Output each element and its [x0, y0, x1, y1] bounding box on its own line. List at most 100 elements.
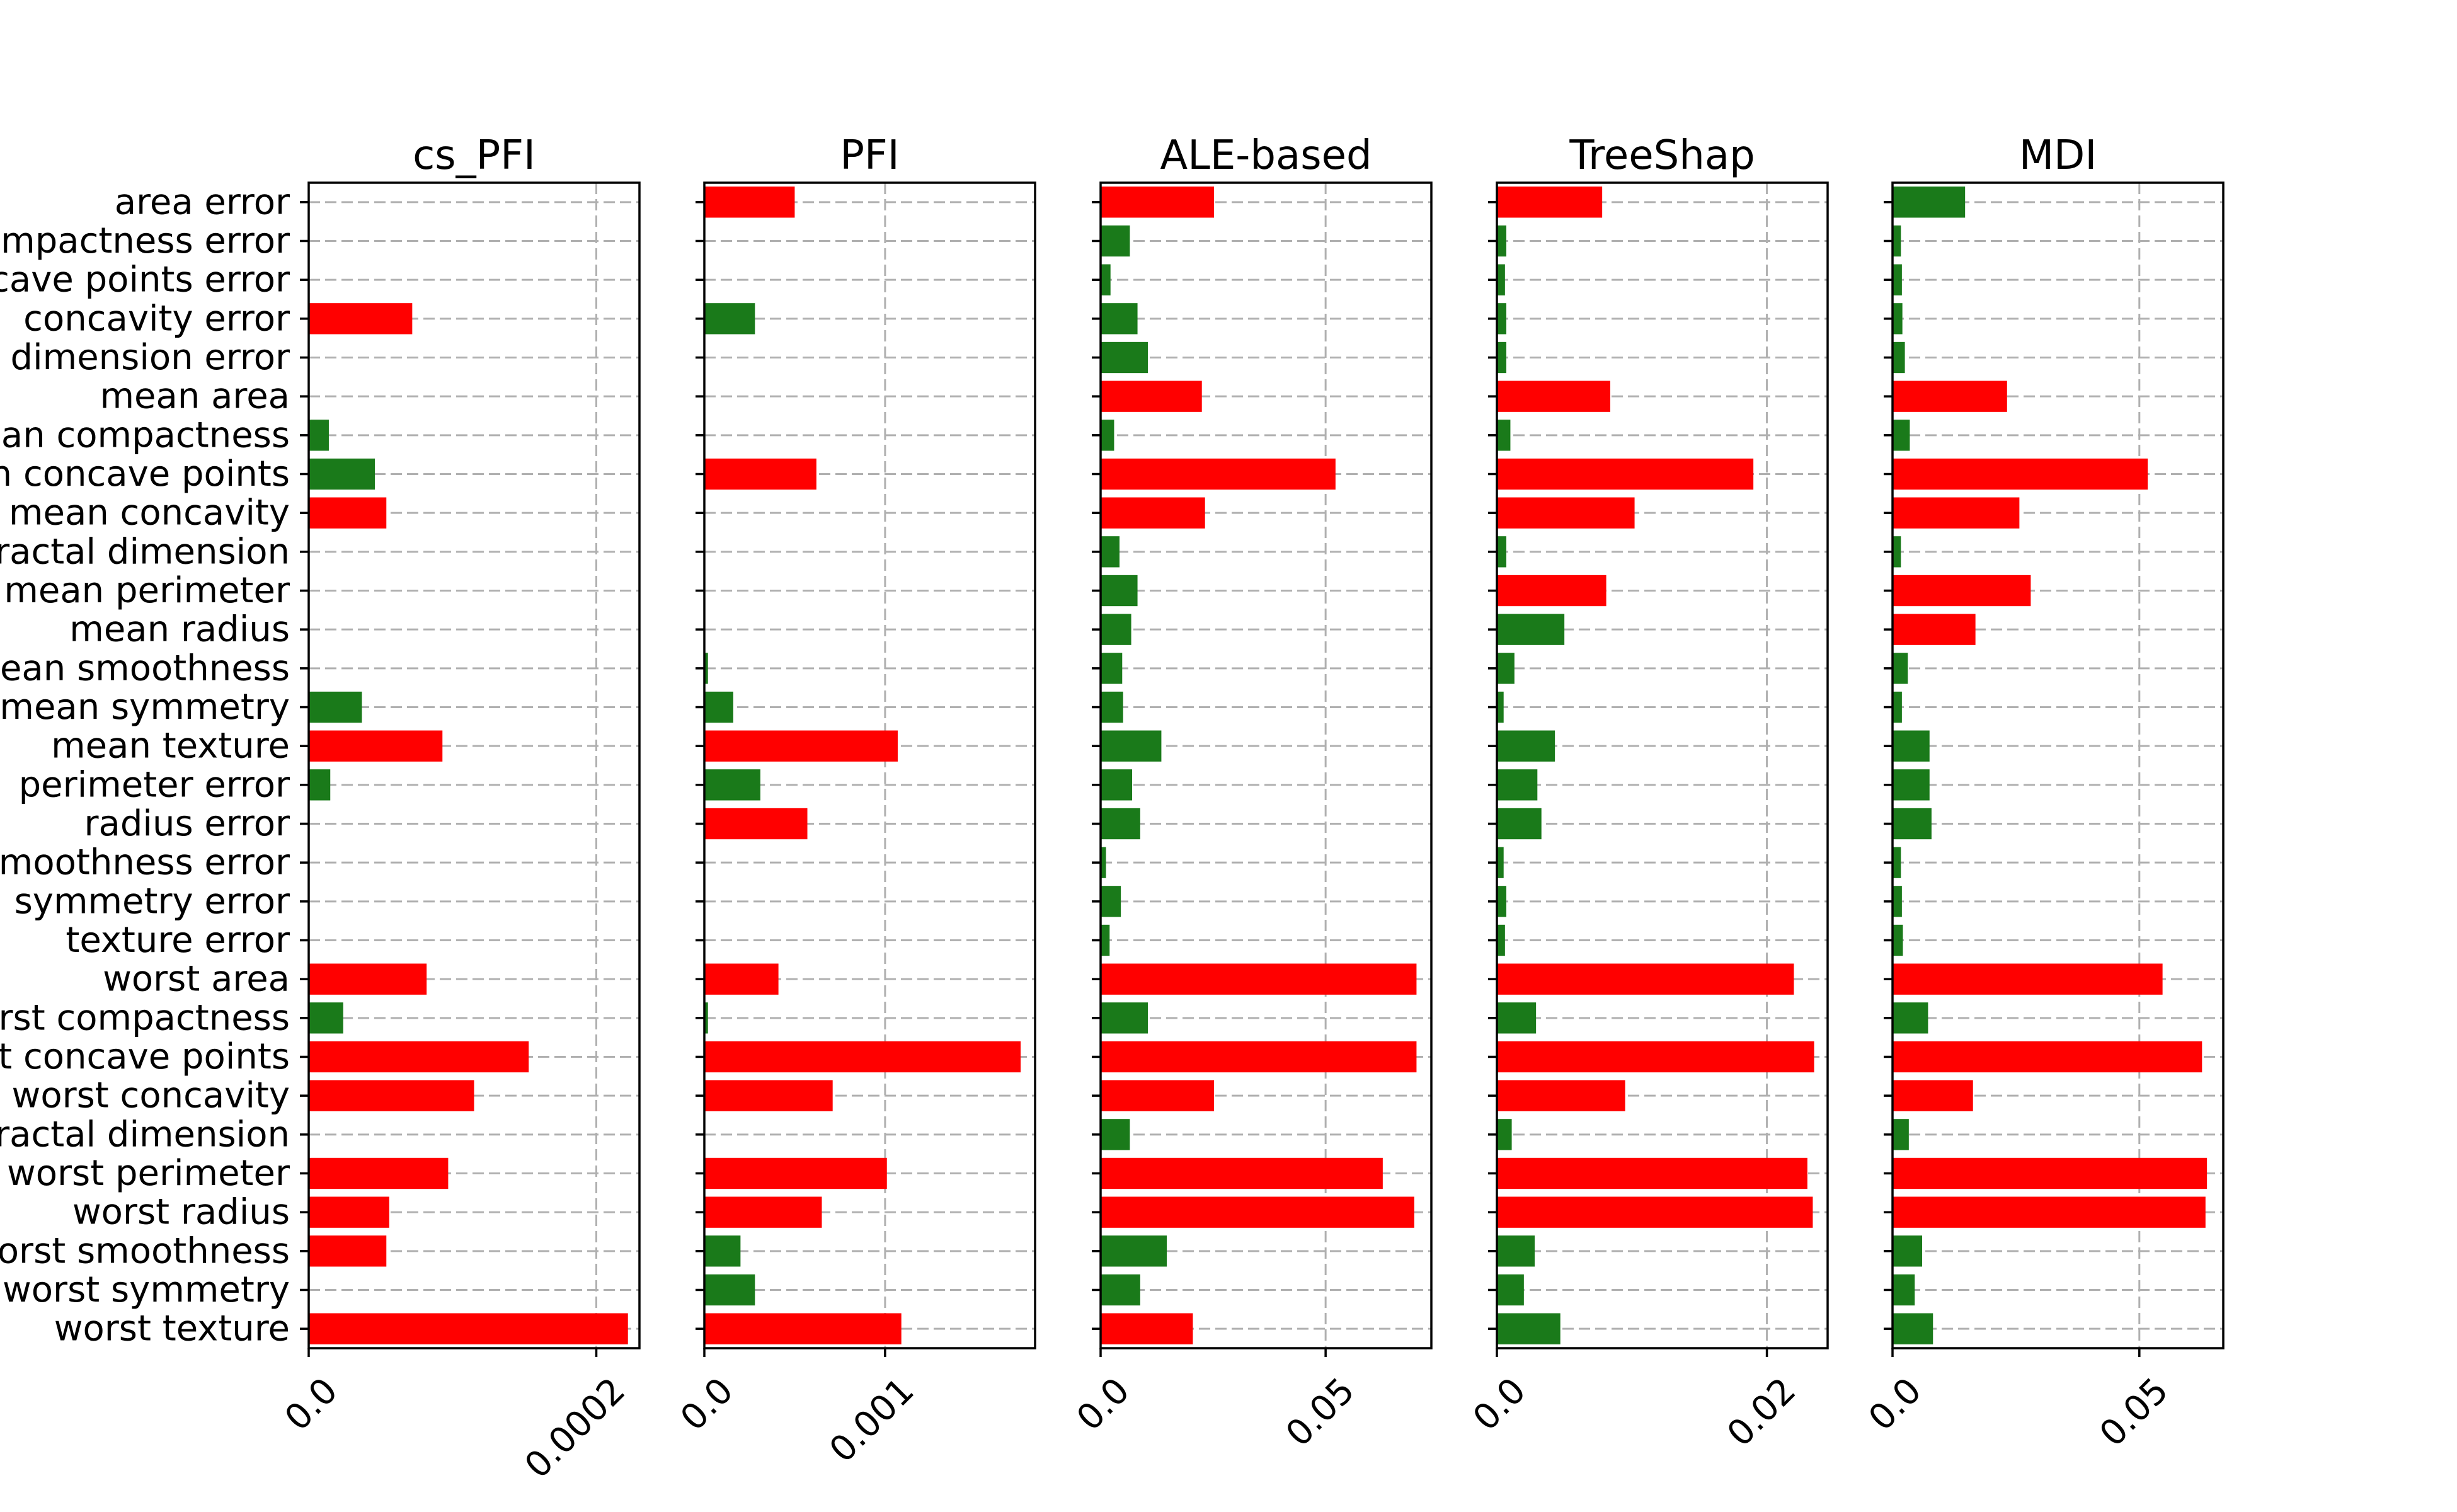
bar-worst-area	[309, 963, 427, 995]
bar-mean-concave-points	[704, 458, 816, 490]
bar-smoothness-error	[1497, 847, 1504, 878]
category-label-mean-area: mean area	[100, 376, 290, 417]
bar-symmetry-error	[1497, 886, 1506, 917]
bar-perimeter-error	[704, 769, 760, 801]
bar-texture-error	[1893, 924, 1903, 956]
bar-symmetry-error	[1101, 886, 1121, 917]
bar-mean-compactness	[1893, 420, 1910, 451]
category-label-worst-smoothness: worst smoothness	[0, 1230, 290, 1271]
category-label-worst-fractal-dimension: worst fractal dimension	[0, 1114, 290, 1155]
bar-smoothness-error	[1101, 847, 1106, 878]
category-label-worst-symmetry: worst symmetry	[3, 1269, 290, 1310]
bar-worst-concave-points	[1101, 1041, 1417, 1073]
bar-worst-fractal-dimension	[1101, 1119, 1130, 1150]
bar-worst-fractal-dimension	[1893, 1119, 1909, 1150]
bar-mean-perimeter	[1101, 575, 1138, 607]
bar-concavity-error	[309, 303, 413, 335]
bar-worst-concavity	[1101, 1080, 1214, 1111]
bar-mean-concavity	[309, 497, 387, 529]
axes-frame	[1496, 181, 1829, 1349]
category-label-concave-points-error: concave points error	[0, 260, 290, 301]
bar-worst-radius	[1497, 1196, 1813, 1228]
bar-mean-fractal-dimension	[1101, 536, 1120, 568]
bar-area-error	[1497, 186, 1603, 218]
bar-worst-perimeter	[1893, 1157, 2208, 1189]
axes-frame	[307, 181, 641, 1349]
bar-mean-smoothness	[1101, 653, 1123, 684]
bar-mean-area	[1497, 381, 1610, 412]
bar-radius-error	[1893, 808, 1932, 840]
bar-mean-concave-points	[1497, 458, 1754, 490]
bar-worst-fractal-dimension	[1497, 1119, 1512, 1150]
category-label-worst-area: worst area	[103, 959, 290, 1000]
bar-mean-smoothness	[704, 653, 708, 684]
bar-texture-error	[1497, 924, 1505, 956]
category-label-mean-smoothness: mean smoothness	[0, 648, 290, 689]
category-label-mean-symmetry: mean symmetry	[0, 687, 290, 728]
bar-concavity-error	[1497, 303, 1506, 335]
category-label-concavity-error: concavity error	[23, 298, 290, 339]
bar-compactness-error	[1101, 225, 1130, 257]
bar-texture-error	[1101, 924, 1110, 956]
bar-worst-radius	[1893, 1196, 2206, 1228]
bar-mean-texture	[1893, 730, 1930, 762]
category-label-worst-perimeter: worst perimeter	[7, 1153, 290, 1194]
bar-smoothness-error	[1893, 847, 1901, 878]
bar-concavity-error	[704, 303, 755, 335]
category-label-mean-compactness: mean compactness	[0, 415, 290, 455]
bar-worst-texture	[704, 1313, 902, 1344]
bar-worst-perimeter	[704, 1157, 887, 1189]
category-label-compactness-error: compactness error	[0, 220, 290, 261]
bar-mean-concave-points	[309, 458, 375, 490]
category-label-mean-concave-points: mean concave points	[0, 454, 290, 495]
bar-mean-texture	[1101, 730, 1162, 762]
category-label-smoothness-error: smoothness error	[0, 842, 290, 883]
bar-worst-texture	[1893, 1313, 1933, 1344]
category-label-radius-error: radius error	[84, 803, 290, 844]
bar-mean-smoothness	[1497, 653, 1515, 684]
category-label-perimeter-error: perimeter error	[19, 764, 290, 805]
bar-worst-perimeter	[1101, 1157, 1383, 1189]
bar-worst-area	[704, 963, 779, 995]
bar-worst-compactness	[1893, 1002, 1928, 1034]
bar-mean-concavity	[1893, 497, 2020, 529]
bar-mean-compactness	[1497, 420, 1511, 451]
panel-title: ALE-based	[1160, 132, 1372, 179]
axes-frame	[703, 181, 1036, 1349]
panel-title: PFI	[840, 132, 899, 179]
bar-fractal-dimension-error	[1497, 341, 1506, 374]
bar-radius-error	[704, 808, 808, 840]
bar-worst-radius	[1101, 1196, 1414, 1228]
bar-worst-area	[1893, 963, 2163, 995]
bar-perimeter-error	[1101, 769, 1132, 801]
bar-mean-compactness	[309, 420, 329, 451]
category-label-mean-perimeter: mean perimeter	[4, 570, 290, 611]
bar-worst-concavity	[1497, 1080, 1625, 1111]
bar-mean-concavity	[1101, 497, 1205, 529]
bar-worst-concave-points	[1497, 1041, 1814, 1073]
bar-mean-area	[1893, 381, 2007, 412]
panel-title: TreeShap	[1569, 132, 1755, 179]
bar-fractal-dimension-error	[1893, 341, 1905, 374]
bar-mean-texture	[1497, 730, 1555, 762]
bar-worst-symmetry	[1497, 1274, 1524, 1306]
bar-compactness-error	[1497, 225, 1506, 257]
bar-worst-symmetry	[1101, 1274, 1140, 1306]
bar-worst-concave-points	[1893, 1041, 2202, 1073]
bar-worst-compactness	[309, 1002, 343, 1034]
bar-mean-radius	[1893, 614, 1976, 645]
category-label-worst-radius: worst radius	[72, 1192, 290, 1233]
bar-worst-radius	[704, 1196, 822, 1228]
category-label-mean-fractal-dimension: mean fractal dimension	[0, 531, 290, 572]
bar-concavity-error	[1101, 303, 1138, 335]
category-label-symmetry-error: symmetry error	[14, 881, 290, 922]
bar-mean-radius	[1497, 614, 1565, 645]
bar-worst-perimeter	[309, 1157, 449, 1189]
bar-worst-concavity	[704, 1080, 833, 1111]
bar-mean-texture	[704, 730, 898, 762]
bar-area-error	[704, 186, 795, 218]
bar-concavity-error	[1893, 303, 1903, 335]
